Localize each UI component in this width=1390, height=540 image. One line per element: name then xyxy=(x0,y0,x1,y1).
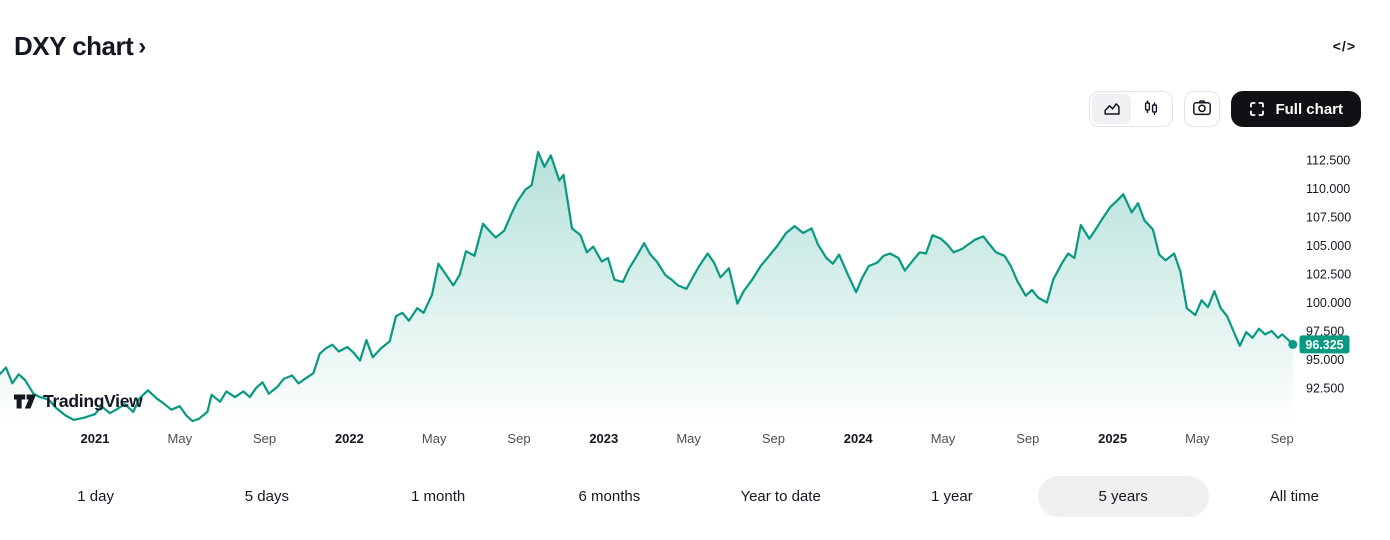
range-tab-5-days[interactable]: 5 days xyxy=(181,476,352,517)
y-axis-tick: 97.500 xyxy=(1306,325,1344,339)
x-axis: 2021 May Sep 2022 May Sep 2023 May Sep 2024 May Sep… xyxy=(81,431,1294,446)
last-point-dot xyxy=(1288,339,1298,349)
area-chart-icon xyxy=(1103,99,1121,120)
price-badge-value: 96.325 xyxy=(1305,338,1343,352)
candles-icon xyxy=(1142,99,1160,120)
x-axis-label: May xyxy=(676,431,701,446)
range-tab-1-year[interactable]: 1 year xyxy=(866,476,1037,517)
line-path xyxy=(0,150,1294,423)
tradingview-attribution[interactable]: TradingView xyxy=(13,391,143,412)
range-tab-1-day[interactable]: 1 day xyxy=(10,476,181,517)
page-title: DXY chart xyxy=(14,31,134,61)
y-axis-tick: 110.000 xyxy=(1306,182,1350,196)
area-fill xyxy=(0,152,1293,428)
y-axis-tick: 112.500 xyxy=(1306,154,1350,168)
area-path xyxy=(0,152,1293,428)
x-axis-label: 2021 xyxy=(81,431,110,446)
chart-title-link[interactable]: DXY chart › xyxy=(14,31,146,62)
snapshot-button[interactable] xyxy=(1184,91,1221,127)
full-chart-button[interactable]: Full chart xyxy=(1231,91,1361,127)
price-line xyxy=(0,150,1298,423)
fullscreen-icon xyxy=(1249,101,1265,117)
x-axis-label: Sep xyxy=(507,431,530,446)
candles-chart-type-button[interactable] xyxy=(1131,94,1170,124)
x-axis-label: May xyxy=(931,431,956,446)
x-axis-label: 2022 xyxy=(335,431,364,446)
x-axis-label: Sep xyxy=(762,431,785,446)
x-axis-label: May xyxy=(168,431,193,446)
y-axis-tick: 100.000 xyxy=(1306,296,1351,310)
y-axis-tick: 107.500 xyxy=(1306,211,1351,225)
chart-type-switcher xyxy=(1089,91,1174,127)
range-selector: 1 day 5 days 1 month 6 months Year to date 1 … xyxy=(10,476,1380,517)
full-chart-label: Full chart xyxy=(1275,100,1343,118)
x-axis-label: May xyxy=(422,431,447,446)
x-axis-label: 2024 xyxy=(844,431,874,446)
x-axis-label: 2025 xyxy=(1098,431,1127,446)
range-tab-all-time[interactable]: All time xyxy=(1209,476,1380,517)
x-axis-label: Sep xyxy=(1016,431,1039,446)
y-axis: 112.500 110.000 107.500 105.000 102.500 100.0… xyxy=(1306,154,1351,396)
last-price-badge: 96.325 xyxy=(1299,335,1350,354)
y-axis-tick: 95.000 xyxy=(1306,353,1344,367)
range-tab-year-to-date[interactable]: Year to date xyxy=(695,476,866,517)
chevron-right-icon: › xyxy=(138,32,147,60)
range-tab-1-month[interactable]: 1 month xyxy=(353,476,524,517)
camera-icon xyxy=(1192,98,1212,121)
x-axis-label: Sep xyxy=(1271,431,1294,446)
chart-toolbar: Full chart xyxy=(1089,91,1361,127)
range-tab-5-years[interactable]: 5 years xyxy=(1037,476,1209,517)
range-tab-6-months[interactable]: 6 months xyxy=(524,476,695,517)
embed-code-icon[interactable]: </> xyxy=(1332,38,1356,54)
x-axis-label: Sep xyxy=(253,431,276,446)
y-axis-tick: 105.000 xyxy=(1306,239,1351,253)
tradingview-logo-icon xyxy=(13,391,37,412)
x-axis-label: May xyxy=(1185,431,1210,446)
y-axis-tick: 92.500 xyxy=(1306,382,1344,396)
price-chart[interactable]: 112.500 110.000 107.500 105.000 102.500 100.0… xyxy=(0,0,1390,465)
y-axis-tick: 102.500 xyxy=(1306,268,1351,282)
price-badge-bg xyxy=(1299,335,1350,354)
area-chart-type-button[interactable] xyxy=(1092,94,1132,124)
tradingview-wordmark: TradingView xyxy=(43,391,143,411)
x-axis-label: 2023 xyxy=(589,431,618,446)
